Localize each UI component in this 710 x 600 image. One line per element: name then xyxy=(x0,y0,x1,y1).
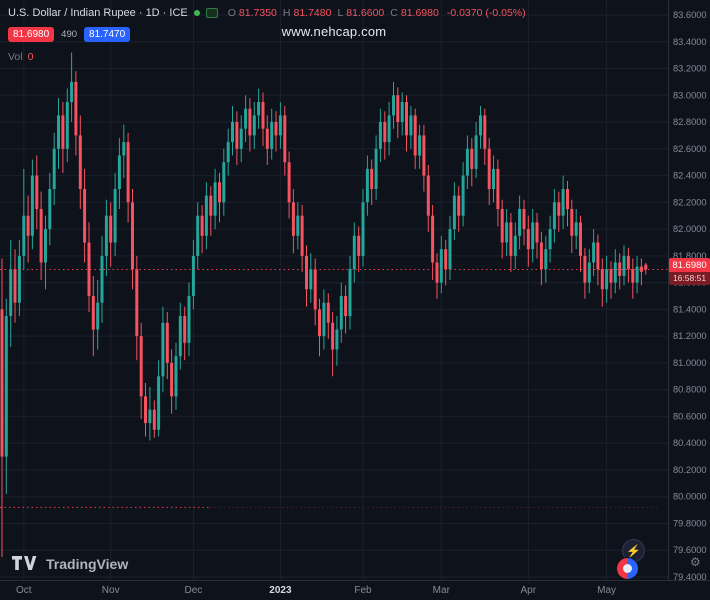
tradingview-logo[interactable]: TradingView xyxy=(12,556,128,572)
close-label: C xyxy=(390,7,398,19)
last-price-tag: 81.6980 16:58:51 xyxy=(669,257,710,285)
price-lines-layer xyxy=(0,269,668,508)
svg-text:Mar: Mar xyxy=(433,585,451,596)
svg-text:82.2000: 82.2000 xyxy=(673,197,707,207)
svg-text:2023: 2023 xyxy=(269,585,292,596)
svg-text:81.8000: 81.8000 xyxy=(673,251,707,261)
svg-text:83.4000: 83.4000 xyxy=(673,37,707,47)
countdown-timer: 16:58:51 xyxy=(669,271,710,285)
volume-label: Vol xyxy=(8,51,23,63)
low-value: 81.6600 xyxy=(346,7,385,19)
close-value: 81.6980 xyxy=(400,7,439,19)
high-value: 81.7480 xyxy=(293,7,332,19)
bid-ask-row: 81.6980 490 81.7470 xyxy=(8,27,526,42)
svg-text:82.6000: 82.6000 xyxy=(673,144,707,154)
svg-text:82.4000: 82.4000 xyxy=(673,171,707,181)
site-watermark: www.nehcap.com xyxy=(281,24,387,39)
lightning-icon: ⚡ xyxy=(626,543,641,558)
svg-text:79.6000: 79.6000 xyxy=(673,545,707,555)
symbol-title[interactable]: U.S. Dollar / Indian Rupee · 1D · ICE xyxy=(8,7,188,19)
settings-gear-icon[interactable]: ⚙ xyxy=(690,555,701,569)
volume-value: 0 xyxy=(27,51,34,63)
svg-text:May: May xyxy=(597,585,616,596)
candles-layer xyxy=(0,52,648,557)
volume-row: Vol 0 xyxy=(8,51,526,63)
svg-text:79.8000: 79.8000 xyxy=(673,519,707,529)
open-value: 81.7350 xyxy=(238,7,277,19)
svg-text:Nov: Nov xyxy=(102,585,120,596)
svg-text:81.0000: 81.0000 xyxy=(673,358,707,368)
svg-text:83.6000: 83.6000 xyxy=(673,10,707,20)
spread-value: 490 xyxy=(61,29,78,40)
high-label: H xyxy=(282,7,291,19)
svg-text:79.4000: 79.4000 xyxy=(673,572,707,582)
tradingview-logo-icon xyxy=(12,556,37,570)
svg-text:80.4000: 80.4000 xyxy=(673,438,707,448)
svg-text:Apr: Apr xyxy=(521,585,537,596)
change-value: -0.0370 (-0.05%) xyxy=(446,7,526,19)
svg-text:Dec: Dec xyxy=(185,585,203,596)
gear-icon: ⚙ xyxy=(690,555,701,569)
legend-indicator-icon[interactable] xyxy=(205,8,218,18)
sell-price-badge[interactable]: 81.6980 xyxy=(8,27,55,42)
svg-text:Oct: Oct xyxy=(16,585,32,596)
svg-text:82.8000: 82.8000 xyxy=(673,117,707,127)
svg-text:81.2000: 81.2000 xyxy=(673,331,707,341)
tradingview-logo-text: TradingView xyxy=(46,556,129,572)
low-label: L xyxy=(337,7,344,19)
svg-text:80.0000: 80.0000 xyxy=(673,492,707,502)
svg-text:80.2000: 80.2000 xyxy=(673,465,707,475)
svg-text:81.4000: 81.4000 xyxy=(673,304,707,314)
open-label: O xyxy=(227,7,236,19)
ohlc-values: O 81.7350 H 81.7480 L 81.6600 C 81.6980 -0.0… xyxy=(228,7,526,19)
market-status-icon xyxy=(193,10,200,16)
svg-text:Feb: Feb xyxy=(354,585,372,596)
buy-price-badge[interactable]: 81.7470 xyxy=(84,27,131,42)
svg-text:83.0000: 83.0000 xyxy=(673,90,707,100)
svg-text:80.8000: 80.8000 xyxy=(673,385,707,395)
svg-text:83.2000: 83.2000 xyxy=(673,64,707,74)
svg-text:80.6000: 80.6000 xyxy=(673,411,707,421)
last-price-value: 81.6980 xyxy=(669,257,710,272)
brand-circle-button[interactable] xyxy=(616,557,639,580)
svg-text:82.0000: 82.0000 xyxy=(673,224,707,234)
